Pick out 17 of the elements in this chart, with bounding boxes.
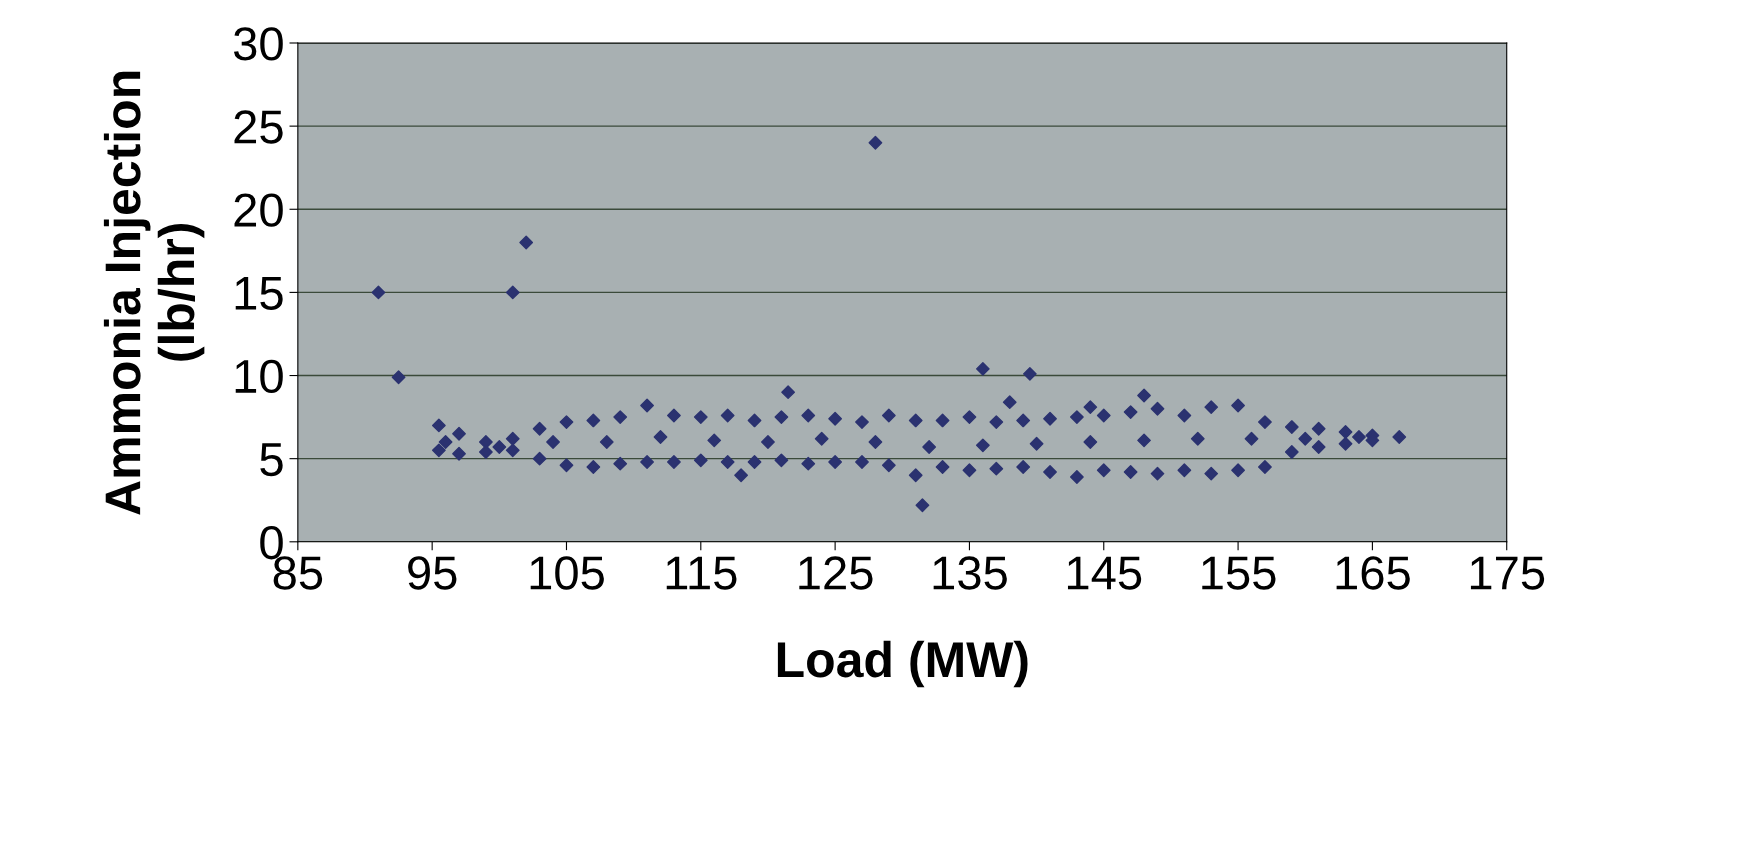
x-tick-label: 135 xyxy=(933,556,1007,590)
y-tick-label: 10 xyxy=(235,359,283,394)
x-tick-label: 145 xyxy=(1067,556,1142,590)
y-tick-label: 20 xyxy=(234,193,283,227)
x-tick-label: 115 xyxy=(666,556,737,590)
y-axis-title: Ammonia Injection (lb/hr) xyxy=(103,71,205,515)
x-tick-label: 155 xyxy=(1202,556,1276,590)
x-tick-label: 125 xyxy=(799,556,873,590)
x-tick-label: 105 xyxy=(530,556,604,590)
y-tick-label: 5 xyxy=(260,443,283,477)
x-tick-label: 165 xyxy=(1336,556,1410,590)
y-tick-label: 15 xyxy=(235,277,283,310)
y-tick-label: 25 xyxy=(234,110,283,144)
x-axis-title: Load (MW) xyxy=(777,640,1028,688)
y-tick-label: 30 xyxy=(233,27,283,61)
x-tick-label: 95 xyxy=(408,556,457,590)
x-tick-label: 175 xyxy=(1470,556,1545,590)
